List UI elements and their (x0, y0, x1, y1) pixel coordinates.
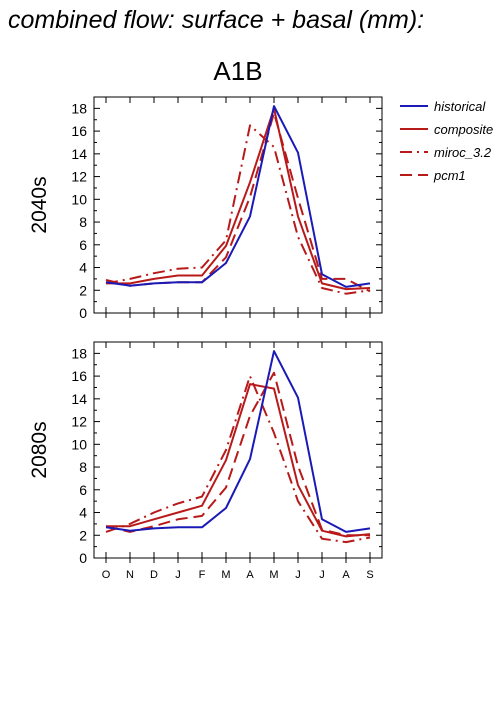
y-tick-label: 0 (79, 305, 87, 321)
scenario-title: A1B (213, 56, 262, 86)
x-tick-label: M (269, 569, 278, 581)
legend: historical composite miroc_3.2 pcm1 (400, 99, 493, 183)
series-line-pcm1 (105, 111, 371, 293)
x-tick-label: J (175, 569, 181, 581)
y-tick-label: 2 (79, 282, 87, 298)
y-tick-label: 16 (71, 368, 87, 384)
y-tick-label: 18 (71, 100, 87, 116)
legend-label: composite (434, 122, 493, 137)
y-tick-label: 16 (71, 123, 87, 139)
panel-2080s: 0 2 4 6 8 10 12 14 16 18 O N D J F M A M J J A S 2080s (28, 341, 383, 581)
chart-title: combined flow: surface + basal (mm): (8, 6, 424, 34)
legend-label: historical (434, 99, 486, 114)
x-tick-label: A (246, 569, 254, 581)
x-tick-label: A (342, 569, 350, 581)
series-line-composite (106, 107, 371, 291)
panel-2040s: 0 2 4 6 8 10 12 14 16 18 2040s (28, 96, 383, 321)
legend-label: miroc_3.2 (434, 145, 492, 160)
series-line-historical (105, 350, 371, 533)
series-line-miroc-3-2 (105, 375, 371, 544)
series-line-pcm1 (105, 371, 370, 537)
x-tick-label: M (221, 569, 230, 581)
y-tick-label: 6 (79, 482, 87, 498)
y-tick-label: 2 (79, 527, 87, 543)
y-tick-label: 6 (79, 237, 87, 253)
y-tick-label: 10 (71, 191, 87, 207)
x-tick-label: D (150, 569, 158, 581)
x-tick-label: O (102, 569, 111, 581)
x-tick-label: N (126, 569, 134, 581)
y-tick-label: 8 (79, 459, 87, 475)
y-tick-label: 0 (79, 550, 87, 566)
x-tick-label: J (319, 569, 325, 581)
panel-ylabel: 2080s (28, 421, 51, 478)
series-line-historical (105, 105, 371, 288)
legend-label: pcm1 (433, 168, 466, 183)
x-tick-label: F (199, 569, 206, 581)
y-tick-label: 10 (71, 436, 87, 452)
y-tick-label: 4 (79, 260, 87, 276)
plot-frame (93, 341, 383, 559)
y-tick-label: 4 (79, 505, 87, 521)
series-line-miroc-3-2 (105, 124, 371, 295)
y-tick-label: 18 (71, 345, 87, 361)
panel-ylabel: 2040s (28, 176, 51, 233)
y-tick-label: 14 (71, 146, 87, 162)
series-line-composite (106, 383, 371, 538)
x-tick-label: S (366, 569, 373, 581)
y-tick-label: 12 (71, 414, 87, 430)
y-tick-label: 8 (79, 214, 87, 230)
plot-frame (93, 96, 383, 314)
x-tick-label: J (295, 569, 301, 581)
y-tick-label: 12 (71, 169, 87, 185)
y-tick-label: 14 (71, 391, 87, 407)
